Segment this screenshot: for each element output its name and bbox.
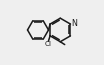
Text: N: N [71, 19, 77, 28]
Text: Cl: Cl [45, 41, 52, 47]
